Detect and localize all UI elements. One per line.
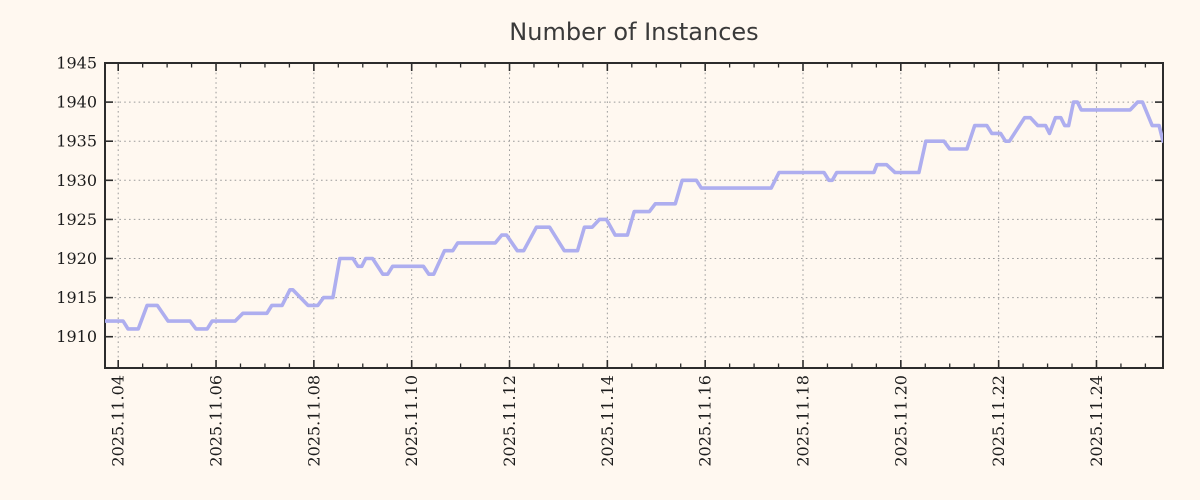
y-tick-label: 1920 (56, 249, 97, 268)
x-tick-label: 2025.11.20 (891, 375, 910, 467)
x-tick-label: 2025.11.18 (793, 375, 812, 467)
x-tick-label: 2025.11.10 (402, 375, 421, 467)
plot-border (104, 62, 1164, 369)
y-tick-label: 1945 (56, 54, 97, 73)
x-tick-label: 2025.11.06 (207, 375, 226, 467)
y-tick-label: 1935 (56, 132, 97, 151)
y-tick-label: 1915 (56, 288, 97, 307)
axis-labels: 2025.11.04 2025.11.06 2025.11.08 2025.11.10… (56, 54, 1106, 467)
x-tick-label: 2025.11.24 (1087, 375, 1106, 467)
x-tick-label: 2025.11.22 (989, 375, 1008, 467)
y-tick-label: 1940 (56, 93, 97, 112)
instances-line (105, 100, 1163, 331)
chart-title: Number of Instances (509, 18, 758, 46)
y-tick-label: 1910 (56, 327, 97, 346)
y-tick-label: 1930 (56, 171, 97, 190)
x-tick-label: 2025.11.16 (696, 375, 715, 467)
x-tick-label: 2025.11.04 (109, 375, 128, 467)
y-tick-label: 1925 (56, 210, 97, 229)
x-tick-label: 2025.11.12 (500, 375, 519, 467)
x-tick-label: 2025.11.08 (304, 375, 323, 467)
x-tick-label: 2025.11.14 (598, 375, 617, 467)
series-layer (105, 100, 1163, 331)
